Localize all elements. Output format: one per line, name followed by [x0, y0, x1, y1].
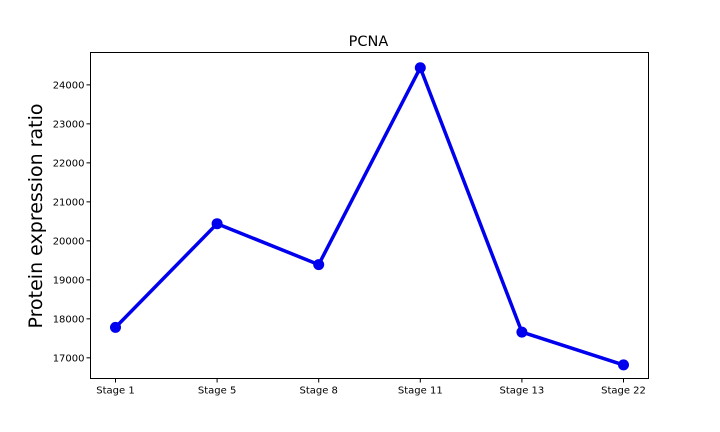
data-point — [313, 259, 325, 271]
y-tick-label: 21000 — [53, 197, 85, 208]
chart-title: PCNA — [349, 34, 389, 50]
data-point — [516, 326, 528, 338]
y-tick-label: 18000 — [53, 314, 85, 325]
data-point — [414, 62, 426, 74]
data-point — [110, 321, 121, 333]
x-tick-label: Stage 8 — [299, 386, 337, 397]
y-tick-label: 22000 — [53, 158, 85, 169]
data-point — [618, 359, 629, 371]
y-tick-label: 23000 — [53, 119, 85, 130]
y-tick-label: 19000 — [53, 275, 85, 286]
x-tick-label: Stage 22 — [601, 386, 646, 397]
x-tick-label: Stage 13 — [499, 386, 544, 397]
x-tick-label: Stage 1 — [96, 386, 134, 397]
ticks-layer: 17000 18000 19000 20000 21000 22000 23000 24000… — [53, 80, 646, 396]
x-tick-label: Stage 5 — [198, 386, 236, 397]
series-layer — [110, 62, 629, 371]
series-line — [113, 65, 626, 367]
y-tick-label: 24000 — [53, 80, 85, 91]
x-tick-label: Stage 11 — [398, 386, 443, 397]
data-point — [211, 218, 223, 230]
y-tick-label: 17000 — [53, 353, 85, 364]
plot-frame — [90, 52, 649, 379]
y-tick-label: 20000 — [53, 236, 85, 247]
y-axis-label: Protein expression ratio — [25, 104, 47, 329]
